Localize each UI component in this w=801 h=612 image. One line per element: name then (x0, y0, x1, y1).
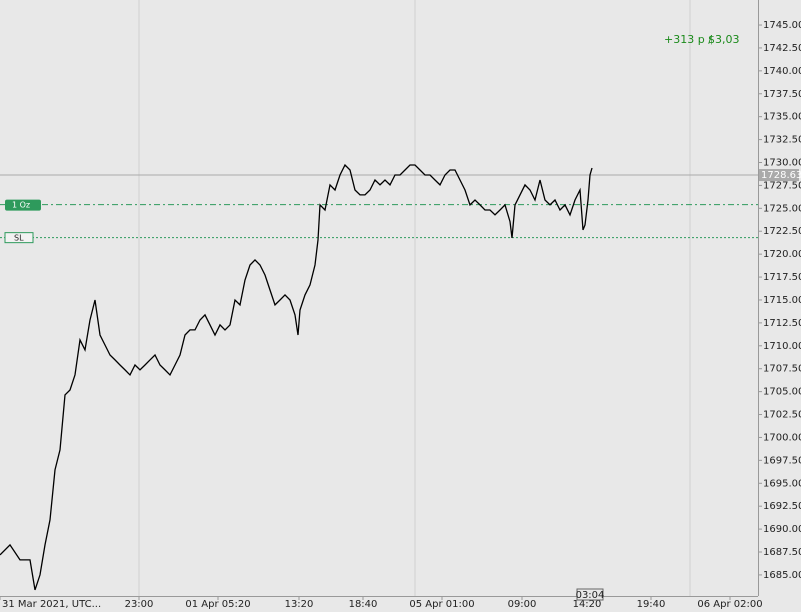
y-tick-label: 1742.50 (763, 43, 801, 54)
x-tick-label: 06 Apr 02:00 (697, 599, 762, 610)
y-tick-label: 1715.00 (763, 295, 801, 306)
y-tick-label: 1700.00 (763, 432, 801, 443)
price-line (0, 163, 593, 591)
y-tick-label: 1745.00 (763, 20, 801, 31)
y-tick-label: 1737.50 (763, 89, 801, 100)
x-tick-label: 23:00 (125, 599, 154, 610)
price-badge (759, 169, 799, 182)
y-tick-label: 1740.00 (763, 66, 801, 77)
cursor-time-box (576, 588, 604, 601)
x-tick-label: 09:00 (508, 599, 537, 610)
y-tick-label: 1710.00 (763, 341, 801, 352)
order-badge (4, 232, 34, 244)
profit-points: +313 p / (664, 33, 712, 46)
y-tick-label: 1712.50 (763, 318, 801, 329)
y-tick-label: 1692.50 (763, 501, 801, 512)
x-tick-label: 19:40 (637, 599, 666, 610)
y-tick-label: 1707.50 (763, 364, 801, 375)
x-tick-label: 14:20 (573, 599, 602, 610)
y-tick-label: 1685.00 (763, 570, 801, 581)
x-tick-label: 01 Apr 05:20 (185, 599, 250, 610)
order-badge (5, 199, 41, 211)
cursor-time: 03:04 (576, 590, 605, 601)
y-tick-label: 1695.00 (763, 478, 801, 489)
y-tick-label: 1690.00 (763, 524, 801, 535)
price-badge-label: 1728.63 (761, 170, 801, 181)
y-tick-label: 1717.50 (763, 272, 801, 283)
y-tick-label: 1730.00 (763, 157, 801, 168)
y-tick-label: 1732.50 (763, 135, 801, 146)
y-tick-label: 1705.00 (763, 387, 801, 398)
y-tick-label: 1687.50 (763, 547, 801, 558)
x-tick-label: 13:20 (285, 599, 314, 610)
profit-money: $3,03 (708, 33, 740, 46)
order-badge-label: SL (14, 234, 24, 243)
x-tick-label: 05 Apr 01:00 (409, 599, 474, 610)
y-tick-label: 1727.50 (763, 180, 801, 191)
y-tick-label: 1702.50 (763, 410, 801, 421)
x-tick-label: 18:40 (349, 599, 378, 610)
y-tick-label: 1735.00 (763, 112, 801, 123)
y-tick-label: 1720.00 (763, 249, 801, 260)
y-tick-label: 1697.50 (763, 455, 801, 466)
x-tick-label: 31 Mar 2021, UTC... (2, 599, 101, 610)
y-tick-label: 1725.00 (763, 203, 801, 214)
order-badge-label: 1 Oz (12, 201, 30, 210)
y-tick-label: 1722.50 (763, 226, 801, 237)
